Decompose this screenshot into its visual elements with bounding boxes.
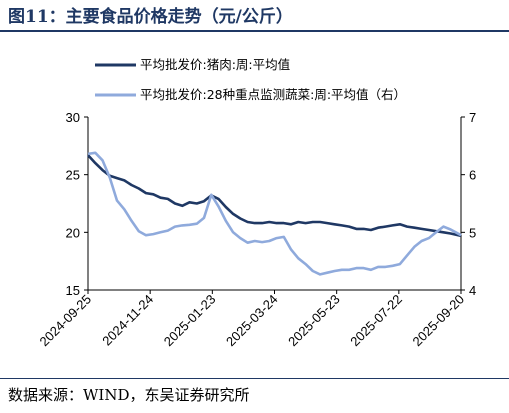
x-tick-label: 2025-03-24 <box>223 292 281 350</box>
series-line-pork <box>87 154 462 238</box>
source-note: 数据来源：WIND，东吴证券研究所 <box>8 386 250 404</box>
x-tick-label: 2025-01-23 <box>161 292 219 350</box>
y-right-tick-label: 4 <box>469 283 476 298</box>
chart-title: 图11：主要食品价格走势（元/公斤） <box>8 7 293 27</box>
y-right-tick-label: 5 <box>469 225 476 240</box>
axes: 15 20 25 30 4 5 6 7 2024-09-25 2024-11-24 2025-01-… <box>36 110 476 349</box>
y-left-tick-label: 25 <box>66 168 80 183</box>
y-left-tick-label: 15 <box>66 283 80 298</box>
x-tick-label: 2025-07-22 <box>347 292 405 350</box>
series-line-vegetables <box>87 151 462 276</box>
y-right-tick-label: 7 <box>469 110 476 125</box>
x-tick-label: 2024-09-25 <box>36 292 94 350</box>
series-lines <box>87 151 462 276</box>
legend-label-vegetables: 平均批发价:28种重点监测蔬菜:周:平均值（右） <box>140 87 406 102</box>
legend: 平均批发价:猪肉:周:平均值 平均批发价:28种重点监测蔬菜:周:平均值（右） <box>95 57 406 102</box>
legend-label-pork: 平均批发价:猪肉:周:平均值 <box>140 57 290 72</box>
source-rule <box>0 378 509 379</box>
y-right-tick-label: 6 <box>469 168 476 183</box>
y-left-tick-label: 20 <box>66 225 80 240</box>
x-tick-label: 2025-09-20 <box>409 292 467 350</box>
y-left-tick-label: 30 <box>66 110 80 125</box>
x-tick-label: 2024-11-24 <box>99 292 156 349</box>
x-tick-label: 2025-05-23 <box>285 292 343 350</box>
title-rule <box>0 30 509 32</box>
